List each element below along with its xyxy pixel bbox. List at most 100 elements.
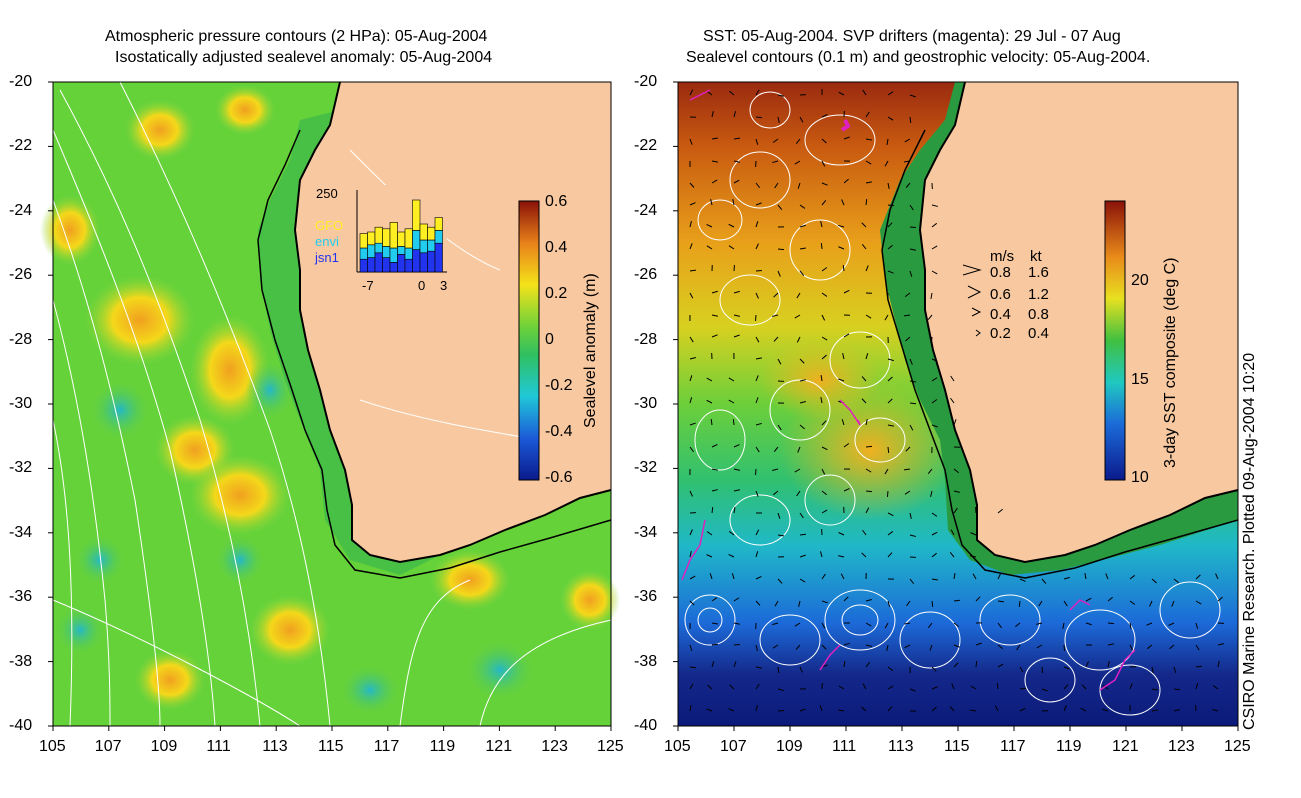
velocity-arrow xyxy=(843,136,850,140)
velocity-arrow xyxy=(865,138,872,141)
right-coastline xyxy=(918,81,1239,564)
velocity-arrow xyxy=(1036,622,1043,625)
velocity-arrow xyxy=(728,531,735,536)
velocity-arrow xyxy=(799,204,806,209)
velocity-arrow xyxy=(711,443,718,448)
velocity-arrow xyxy=(755,529,760,536)
velocity-arrow xyxy=(706,399,713,404)
velocity-arrow xyxy=(755,138,759,145)
velocity-arrow xyxy=(886,644,889,651)
velocity-arrow xyxy=(909,380,917,383)
velocity-arrow xyxy=(795,138,801,145)
velocity-arrow xyxy=(821,160,826,167)
velocity-arrow xyxy=(1107,643,1114,646)
velocity-arrow xyxy=(728,245,735,250)
velocity-arrow xyxy=(929,644,933,651)
velocity-arrow xyxy=(773,446,779,452)
velocity-arrow xyxy=(909,512,912,519)
velocity-arrow xyxy=(711,111,714,118)
right-y-label: -38 xyxy=(634,652,658,670)
velocity-arrow xyxy=(820,374,823,382)
anomaly-tick-3: 0 xyxy=(545,331,554,348)
velocity-arrow xyxy=(728,223,735,228)
velocity-arrow xyxy=(949,706,955,712)
velocity-arrow xyxy=(887,531,894,536)
velocity-arrow xyxy=(777,578,783,584)
velocity-arrow xyxy=(1146,644,1153,650)
velocity-arrow xyxy=(733,506,736,514)
anomaly-tick-4: -0.2 xyxy=(545,377,573,394)
velocity-arrow xyxy=(1129,644,1134,651)
velocity-arrow xyxy=(887,512,894,517)
velocity-arrow xyxy=(799,379,806,382)
velocity-arrow xyxy=(909,270,913,277)
velocity-arrow xyxy=(909,424,914,431)
velocity-arrow xyxy=(931,578,939,581)
velocity-arrow xyxy=(777,424,782,431)
velocity-arrow xyxy=(970,532,977,536)
velocity-arrow xyxy=(774,600,779,607)
inset-bar-jsn1 xyxy=(419,252,428,273)
velocity-arrow xyxy=(1171,600,1175,607)
sst-tick-20: 20 xyxy=(1131,272,1149,289)
velocity-arrow xyxy=(842,264,845,272)
velocity-arrow xyxy=(755,89,760,96)
inset-bar-jsn1 xyxy=(389,262,398,273)
velocity-arrow xyxy=(1081,684,1087,690)
right-y-label: -28 xyxy=(634,330,658,348)
velocity-arrow xyxy=(1105,573,1109,580)
velocity-arrow xyxy=(930,490,933,497)
velocity-arrow xyxy=(689,666,697,669)
anomaly-tick-1: 0.4 xyxy=(545,239,568,256)
velocity-arrow xyxy=(755,243,759,250)
velocity-arrows xyxy=(689,88,1225,712)
velocity-arrow xyxy=(772,314,779,317)
velocity-arrow xyxy=(711,290,718,294)
velocity-arrow xyxy=(1195,644,1200,651)
velocity-arrow xyxy=(843,596,849,602)
velocity-arrow xyxy=(1085,661,1089,668)
right-x-label: 105 xyxy=(664,738,691,755)
left-x-label: 121 xyxy=(485,738,513,755)
velocity-arrow xyxy=(862,529,867,536)
velocity-arrow xyxy=(799,400,806,404)
velocity-arrow xyxy=(1019,578,1026,582)
velocity-arrow xyxy=(821,267,828,272)
velocity-arrow xyxy=(931,222,938,228)
velocity-arrow xyxy=(909,688,916,692)
velocity-legend-header-kt: kt xyxy=(1030,248,1042,265)
velocity-arrow xyxy=(887,666,894,672)
velocity-arrow xyxy=(1173,709,1180,712)
velocity-arrow xyxy=(997,508,1003,514)
velocity-arrow xyxy=(729,684,735,690)
inset-bar-envi xyxy=(419,239,428,254)
velocity-arrow xyxy=(799,358,805,364)
velocity-arrow xyxy=(997,663,1004,668)
velocity-arrow xyxy=(733,489,740,492)
velocity-arrow xyxy=(711,489,718,492)
velocity-arrow xyxy=(887,222,893,228)
right-x-label: 123 xyxy=(1168,738,1195,755)
inset-bar-gfo xyxy=(374,226,383,244)
velocity-arrow xyxy=(689,243,693,250)
velocity-arrow xyxy=(861,222,867,228)
left-y-label: -38 xyxy=(9,652,33,670)
inset-bar-gfo xyxy=(412,199,421,231)
left-y-label: -28 xyxy=(9,330,33,348)
velocity-arrow xyxy=(838,555,845,558)
velocity-arrow xyxy=(972,573,977,580)
inset-bar-gfo xyxy=(397,231,406,247)
velocity-arrow xyxy=(1129,574,1136,580)
velocity-arrow xyxy=(799,424,805,430)
velocity-arrow xyxy=(843,443,850,448)
velocity-arrow xyxy=(796,490,801,497)
right-x-label: 119 xyxy=(1056,738,1082,755)
velocity-arrow xyxy=(931,666,937,672)
inset-bar-jsn1 xyxy=(404,258,413,273)
velocity-arrow xyxy=(840,573,845,580)
left-x-label: 107 xyxy=(94,738,122,755)
velocity-arrow xyxy=(953,662,959,668)
velocity-arrow xyxy=(1217,596,1223,602)
velocity-arrow xyxy=(887,446,890,454)
velocity-arrow xyxy=(1173,578,1180,584)
